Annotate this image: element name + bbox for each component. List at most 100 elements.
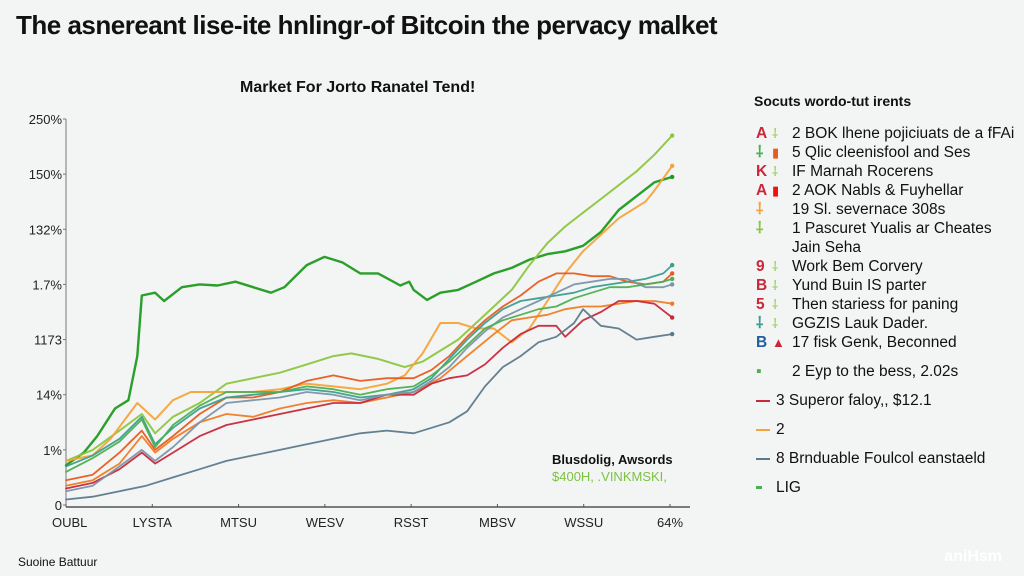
y-tick-label: 150%	[29, 167, 63, 182]
legend-label: 1 Pascuret Yualis ar Cheates Jain Seha	[792, 220, 992, 256]
legend-marker: ⸸	[756, 201, 764, 218]
legend-item: ⸸ 1 Pascuret Yualis ar Cheates Jain Seha	[756, 219, 1020, 257]
legend-label: 5 Qlic cleenisfool and Ses	[792, 144, 971, 161]
legend-label: LIG	[776, 479, 801, 496]
series-line-orange	[65, 164, 674, 462]
y-tick-label: 1.7%	[32, 277, 62, 292]
legend-item: 5 ⸸ Then stariess for paning	[756, 295, 1020, 314]
y-tick-label: 0	[55, 498, 62, 513]
legend-item: ▪ 2 Eyp to the bess, 2.02s	[756, 362, 1020, 381]
series-end-point-red	[669, 315, 675, 320]
legend-marker: K	[756, 163, 768, 180]
legend-label: 17 fisk Genk, Beconned	[792, 334, 957, 351]
legend-label: Work Bem Corvery	[792, 258, 923, 275]
series-line-orange-red	[65, 272, 674, 482]
legend-item: 9 ⸸ Work Bem Corvery	[756, 257, 1020, 276]
series-line-light-green	[65, 134, 674, 462]
legend-item: ⸸ ▮ 5 Qlic cleenisfool and Ses	[756, 143, 1020, 162]
legend-label: 8 Brnduable Foulcol eanstaeld	[776, 450, 986, 467]
legend-swatch	[756, 486, 762, 489]
y-tick-label: 132%	[29, 222, 63, 237]
series-end-point-dark-green	[669, 174, 675, 180]
y-tick-label: 1173	[34, 333, 62, 348]
legend-label: 2 BOK lhene pojiciuats de a fFAi	[792, 125, 1015, 142]
y-tick-label: 14%	[36, 388, 62, 403]
legend-glyph-icon: ▲	[772, 335, 785, 350]
legend-marker: ⸸	[756, 220, 764, 237]
chart-title: Market For Jorto Ranatel Tend!	[240, 79, 476, 96]
legend-glyph-icon: ▮	[772, 183, 780, 198]
legend-swatch	[756, 429, 770, 431]
legend-label: Yund Buin IS parter	[792, 277, 927, 294]
y-tick-label: 250%	[29, 112, 63, 127]
legend-glyph-icon: ⸸	[772, 316, 779, 331]
legend-marker: ▪	[756, 363, 762, 380]
series-end-point-orange-red	[669, 271, 675, 276]
legend-item: 2	[756, 420, 1020, 439]
legend-label: 2 Eyp to the bess, 2.02s	[792, 363, 959, 380]
legend-glyph-icon: ⸸	[772, 164, 779, 179]
legend-glyph-icon: ⸸	[772, 278, 779, 293]
legend-label: 2 AOK Nabls & Fuyhellar	[792, 182, 964, 199]
legend-item: A ▮ 2 AOK Nabls & Fuyhellar	[756, 181, 1020, 200]
legend-glyph-icon: ⸸	[772, 126, 779, 141]
legend-marker: ⸸	[756, 315, 764, 332]
legend-item: ⸸ 19 Sl. severnace 308s	[756, 200, 1020, 219]
series-line-dark-green	[64, 175, 674, 467]
x-tick-label: LYSTA	[133, 515, 173, 530]
legend-label: GGZIS Lauk Dader.	[792, 315, 929, 332]
series-line-teal	[65, 264, 674, 468]
legend-glyph-icon: ▮	[772, 145, 780, 160]
chart-axes: 0 1% 14% 1173 1.7% 132% 150% 250% OUBL LYSTA MTSU W…	[29, 112, 690, 530]
legend-swatch	[756, 458, 770, 460]
series-end-point-green	[669, 276, 675, 282]
legend-label: Then stariess for paning	[792, 296, 959, 313]
legend-item: K ⸸ IF Marnah Rocerens	[756, 162, 1020, 181]
legend-item: ⸸ ⸸ GGZIS Lauk Dader.	[756, 314, 1020, 333]
legend-label: IF Marnah Rocerens	[792, 163, 934, 180]
x-tick-label: MBSV	[479, 515, 516, 530]
series-end-point-steel	[669, 282, 675, 287]
legend-marker: 9	[756, 258, 765, 275]
page-title: The asnereant lise-ite hnlingr-of Bitcoi…	[16, 10, 718, 40]
legend-label: 2	[776, 421, 785, 438]
legend-marker: 5	[756, 296, 765, 313]
legend-marker: B	[756, 334, 768, 351]
series-line-slate	[65, 308, 674, 501]
chart-series	[64, 133, 675, 501]
chart-legend: A ⸸ 2 BOK lhene pojiciuats de a fFAi ⸸ ▮ 5 Ql…	[756, 124, 1020, 497]
x-tick-label: 64%	[657, 515, 683, 530]
legend-item: 8 Brnduable Foulcol eanstaeld	[756, 449, 1020, 468]
series-end-point-orange	[669, 163, 675, 169]
legend-glyph-icon: ⸸	[772, 259, 779, 274]
series-end-point-light-green	[669, 133, 675, 138]
legend-marker: A	[756, 125, 768, 142]
legend-item: A ⸸ 2 BOK lhene pojiciuats de a fFAi	[756, 124, 1020, 143]
legend-title: Socuts wordo-tut irents	[754, 93, 912, 109]
legend-label: 19 Sl. severnace 308s	[792, 201, 946, 218]
series-end-point-teal	[669, 262, 675, 268]
legend-item: LIG	[756, 478, 1020, 497]
series-end-point-dark-orange	[669, 301, 675, 306]
x-tick-label: OUBL	[52, 515, 87, 530]
legend-glyph-icon: ⸸	[772, 297, 779, 312]
x-tick-label: RSST	[394, 515, 429, 530]
legend-item: B ⸸ Yund Buin IS parter	[756, 276, 1020, 295]
x-tick-label: WESV	[306, 515, 345, 530]
legend-label: 3 Superor faloy,, $12.1	[776, 392, 932, 409]
series-end-point-slate	[669, 331, 675, 337]
series-line-green	[65, 278, 674, 473]
x-tick-label: WSSU	[564, 515, 603, 530]
x-tick-label: MTSU	[220, 515, 257, 530]
legend-item: 3 Superor faloy,, $12.1	[756, 391, 1020, 410]
series-line-steel	[65, 278, 674, 493]
legend-swatch	[756, 400, 770, 402]
y-tick-label: 1%	[43, 443, 62, 458]
watermark: aniHsm	[944, 548, 1002, 565]
footer-source: Suoine Battuur	[18, 555, 98, 569]
legend-marker: ⸸	[756, 144, 764, 161]
legend-marker: A	[756, 182, 768, 199]
legend-item: B ▲ 17 fisk Genk, Beconned	[756, 333, 1020, 352]
series-line-red	[65, 300, 674, 490]
